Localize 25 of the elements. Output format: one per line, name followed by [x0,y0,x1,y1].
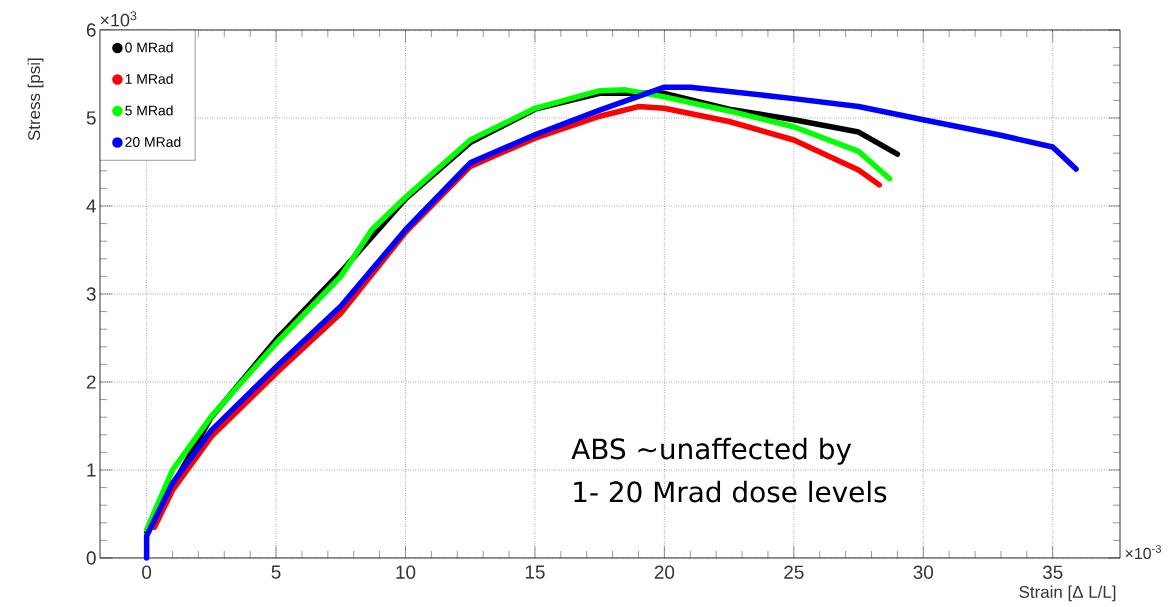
text: ×10$^{-3}$ [1125,544,1162,560]
x-tick-label: 15 [525,565,545,579]
x-axis-title: Strain [Δ L/L] [1019,585,1116,602]
legend-label: 20 MRad [125,136,181,147]
y-tick-label: 0 [86,551,96,565]
x-tick-label: 10 [396,565,416,579]
annotation: 1- 20 Mrad dose levels [574,480,887,503]
x-tick-label: 25 [784,565,804,579]
y-tick-label: 6 [86,23,96,37]
x-tick-label: 0 [142,565,152,579]
x-tick-label: 20 [654,565,675,579]
legend-label: 5 MRad [125,105,173,116]
x-tick-label: 30 [913,565,934,579]
y-tick-label: 4 [86,199,96,213]
y-axis-title: Stress [psi] [27,58,44,141]
y-tick-label: 1 [87,463,96,477]
y-tick-label: 3 [86,287,96,301]
x-tick-label: 5 [271,565,281,579]
legend-label: 1 MRad [125,73,173,84]
y-tick-label: 2 [86,375,96,389]
annotation: ABS ~unaffected by [571,437,852,465]
legend-label: 0 MRad [125,42,173,53]
y-tick-label: 5 [86,111,96,125]
x-tick-label: 35 [1042,565,1063,579]
text: ×10$^{3}$ [100,11,137,27]
